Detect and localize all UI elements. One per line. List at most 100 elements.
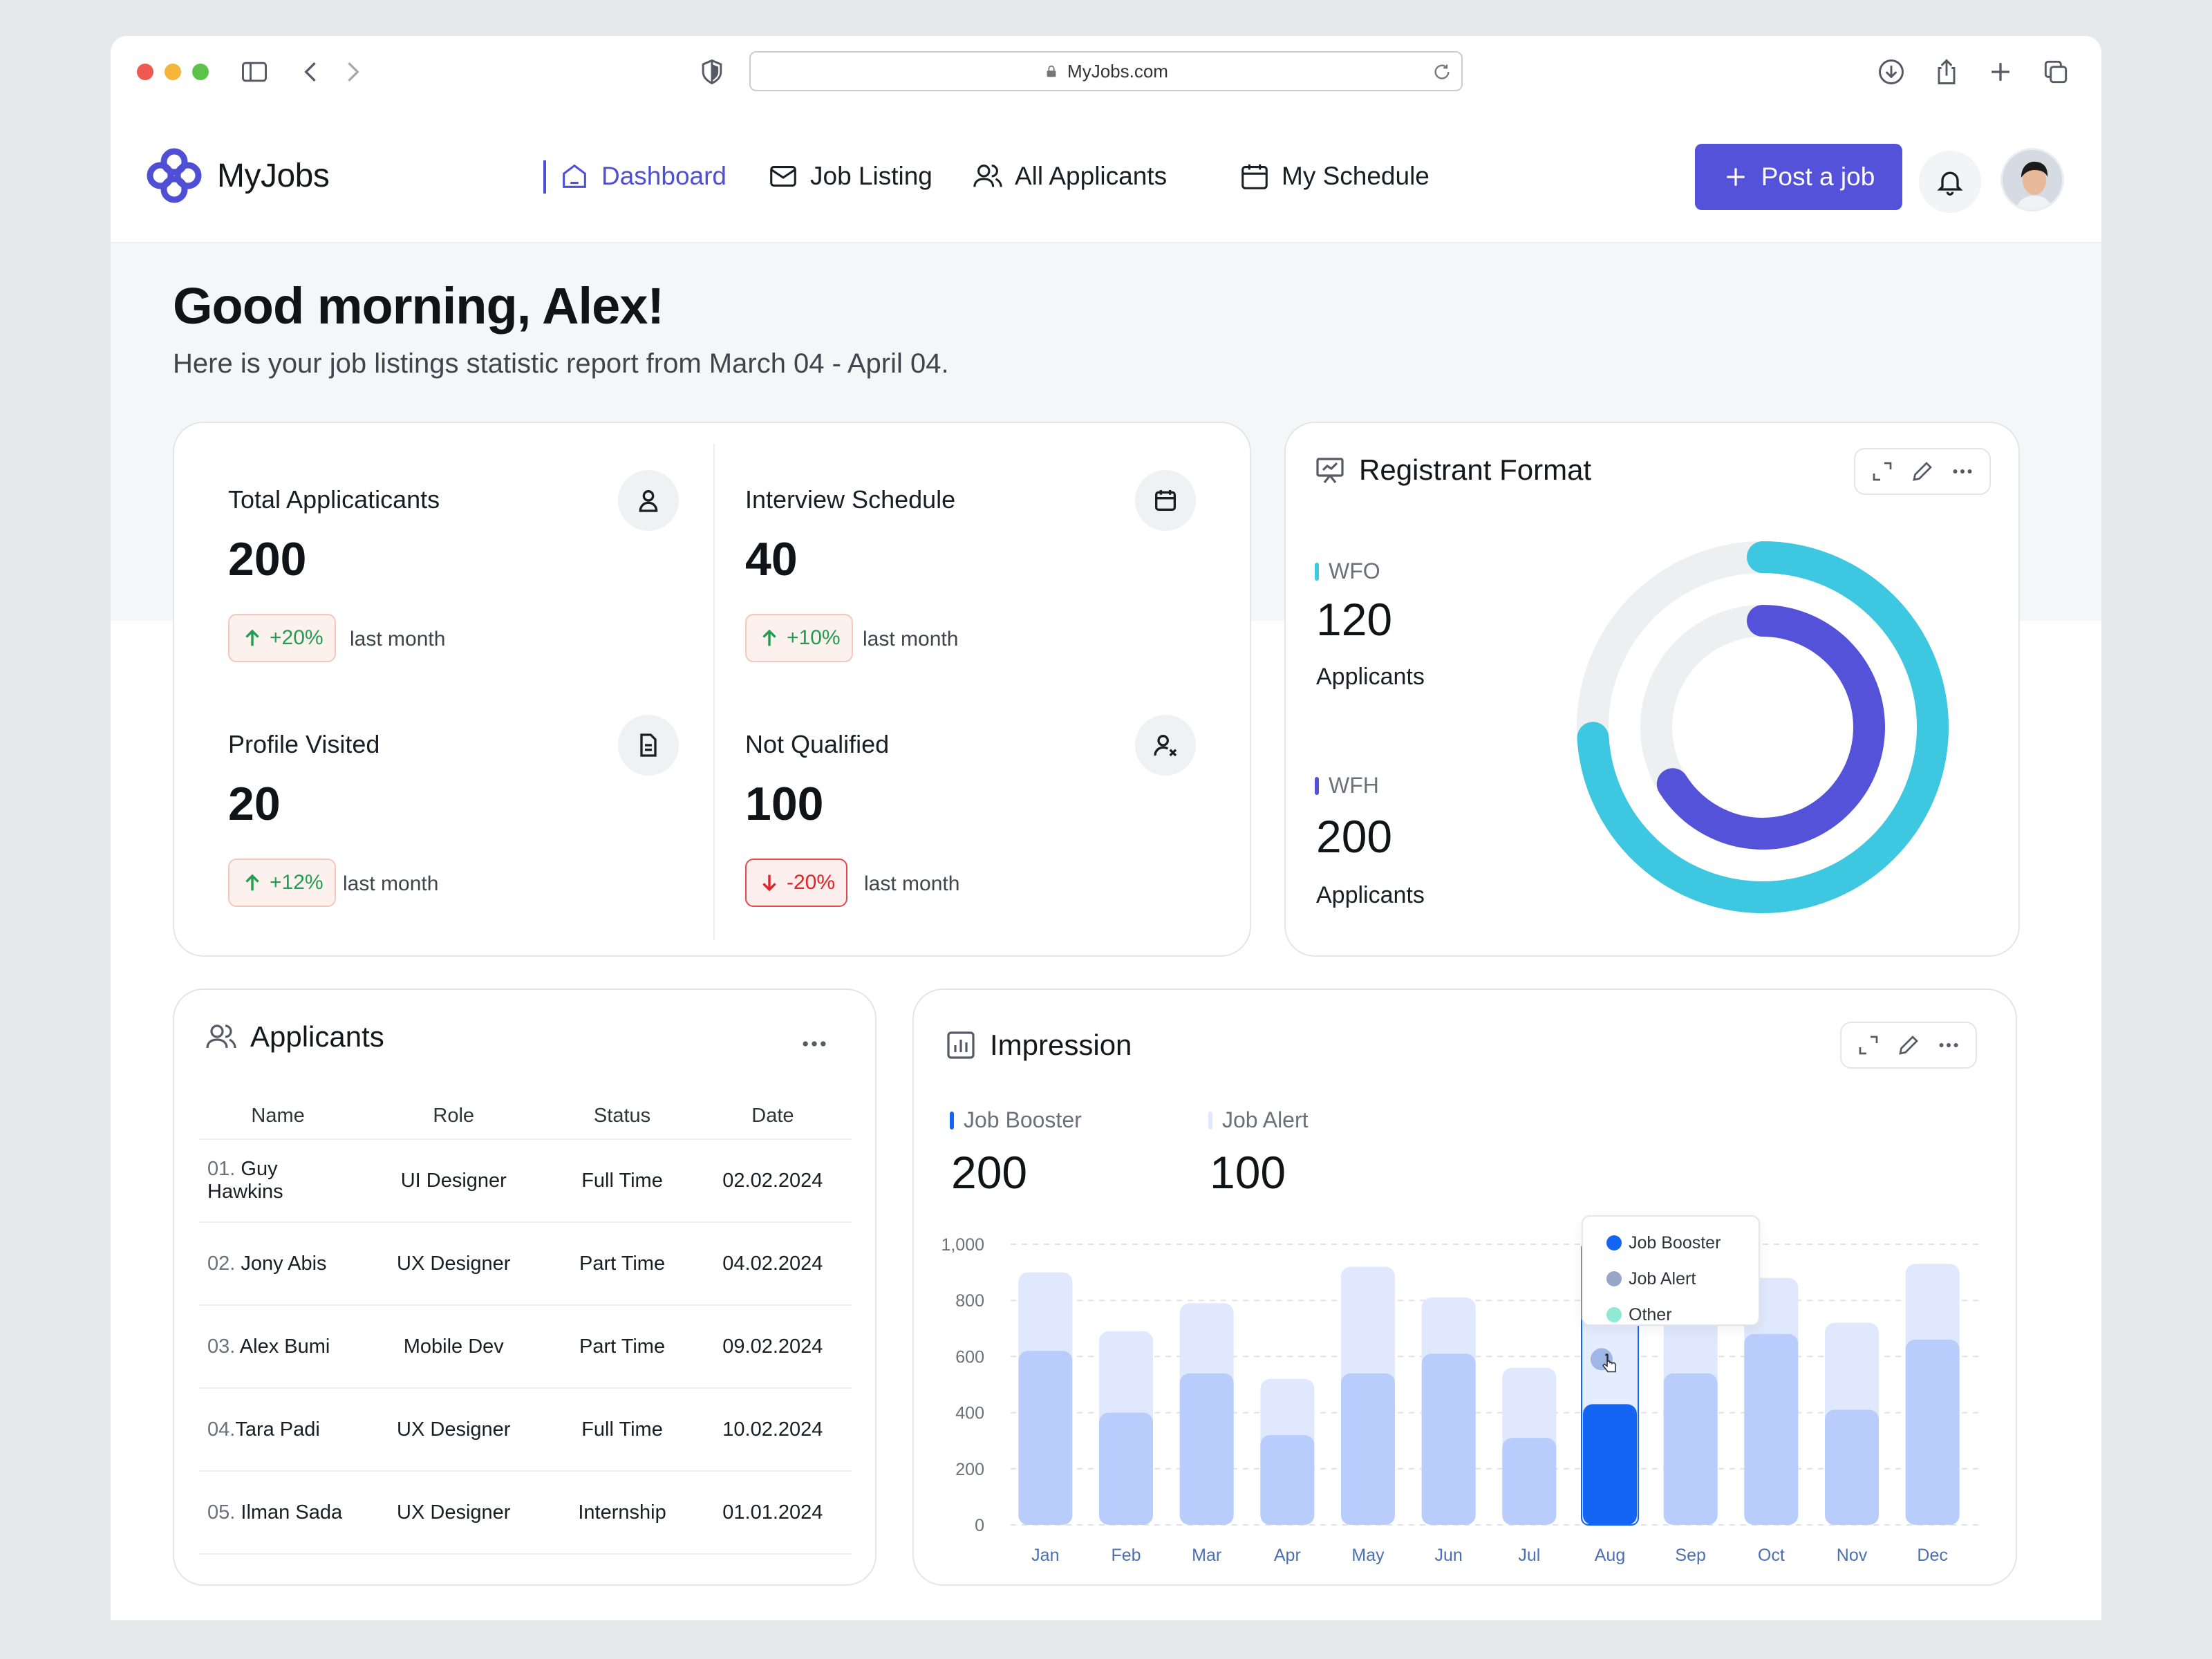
document-icon[interactable] [618, 715, 679, 776]
tooltip-item: Job Alert [1606, 1261, 1759, 1297]
more-icon[interactable] [799, 1029, 830, 1059]
stat-note: last month [343, 872, 439, 895]
bar-job-booster[interactable] [1179, 1373, 1234, 1525]
reload-icon[interactable] [1432, 62, 1452, 82]
stat-change-badge: +12% [228, 859, 336, 907]
bar-job-booster[interactable] [1583, 1404, 1637, 1525]
table-row[interactable]: 05. Ilman Sada UX Designer Internship 01… [199, 1471, 852, 1555]
bar-job-booster[interactable] [1744, 1333, 1799, 1525]
calendar-icon [1241, 164, 1268, 189]
bar-job-booster[interactable] [1099, 1412, 1153, 1525]
bell-icon [1937, 171, 1963, 196]
impression-title: Impression [944, 1029, 1132, 1062]
bar-job-booster[interactable] [1663, 1373, 1718, 1525]
stat-value: 40 [745, 533, 798, 585]
applicant-name-cell: 03. Alex Bumi [199, 1305, 357, 1389]
privacy-shield-icon[interactable] [697, 57, 727, 87]
share-icon[interactable] [1931, 57, 1962, 87]
home-icon [563, 164, 586, 188]
tabs-overview-icon[interactable] [2041, 57, 2071, 87]
nav-job-listing[interactable]: Job Listing [767, 160, 932, 192]
table-row[interactable]: 03. Alex Bumi Mobile Dev Part Time 09.02… [199, 1305, 852, 1389]
applicant-date: 01.01.2024 [693, 1471, 852, 1555]
column-header-role[interactable]: Role [357, 1094, 551, 1140]
page-title: Good morning, Alex! [173, 277, 664, 335]
nav-dashboard[interactable]: Dashboard [543, 160, 727, 194]
stat-note: last month [864, 872, 960, 895]
applicants-card: Applicants Name Role Status Date 01. Guy… [173, 988, 877, 1586]
wfo-unit: Applicants [1316, 664, 1425, 690]
post-job-button[interactable]: Post a job [1695, 144, 1902, 210]
applicant-status: Internship [550, 1471, 694, 1555]
wfo-ring-arc[interactable] [1577, 541, 1949, 913]
bar-job-booster[interactable] [1341, 1373, 1395, 1525]
table-row[interactable]: 01. Guy Hawkins UI Designer Full Time 02… [199, 1139, 852, 1223]
job-booster-label: Job Booster [964, 1107, 1082, 1132]
user-x-icon[interactable] [1135, 715, 1196, 776]
job-alert-label: Job Alert [1222, 1107, 1309, 1132]
user-icon[interactable] [618, 470, 679, 531]
more-icon[interactable] [1936, 1033, 1961, 1058]
registrant-donut-chart [1577, 541, 1949, 913]
calendar-icon[interactable] [1135, 470, 1196, 531]
x-tick-label: Mar [1192, 1546, 1221, 1565]
url-bar[interactable]: MyJobs.com [749, 51, 1463, 91]
sidebar-toggle-icon[interactable] [239, 57, 270, 87]
column-header-status[interactable]: Status [550, 1094, 694, 1140]
notifications-button[interactable] [1919, 151, 1981, 213]
close-window-button[interactable] [137, 64, 153, 80]
column-header-date[interactable]: Date [693, 1094, 852, 1140]
bar-job-booster[interactable] [1260, 1435, 1315, 1525]
bar-job-booster[interactable] [1421, 1353, 1476, 1525]
tooltip-item: Job Booster [1606, 1225, 1759, 1261]
nav-my-schedule[interactable]: My Schedule [1239, 160, 1430, 192]
bar-job-booster[interactable] [1018, 1351, 1073, 1525]
edit-icon[interactable] [1896, 1033, 1921, 1058]
stat-label: Total Applicaticants [228, 485, 440, 514]
forward-icon[interactable] [337, 57, 368, 87]
wfh-legend-mark [1315, 777, 1319, 795]
applicant-role: UX Designer [357, 1222, 551, 1306]
user-avatar[interactable] [2000, 148, 2064, 212]
x-tick-label: Jan [1031, 1546, 1059, 1565]
users-icon [973, 165, 1002, 187]
new-tab-icon[interactable] [1985, 57, 2016, 87]
nav-all-applicants[interactable]: All Applicants [972, 160, 1167, 192]
nav-job-listing-label: Job Listing [810, 162, 932, 190]
edit-icon[interactable] [1910, 459, 1935, 484]
wfh-unit: Applicants [1316, 882, 1425, 908]
bar-job-booster[interactable] [1825, 1409, 1879, 1525]
column-header-name[interactable]: Name [199, 1094, 357, 1140]
applicant-name-cell: 04.Tara Padi [199, 1388, 357, 1472]
applicants-table: Name Role Status Date 01. Guy Hawkins UI… [199, 1094, 852, 1555]
expand-icon[interactable] [1870, 459, 1895, 484]
wfh-ring-arc[interactable] [1640, 605, 1885, 850]
row-number: 05. [207, 1501, 236, 1524]
zoom-window-button[interactable] [192, 64, 209, 80]
applicant-status: Part Time [550, 1222, 694, 1306]
app-logo[interactable]: MyJobs [145, 147, 330, 205]
stat-label: Not Qualified [745, 730, 890, 758]
applicant-name: Jony Abis [241, 1252, 327, 1275]
arrow-up-icon [245, 874, 259, 891]
row-number: 02. [207, 1252, 236, 1275]
back-icon[interactable] [296, 57, 326, 87]
wfo-value: 120 [1316, 594, 1393, 645]
bar-job-booster[interactable] [1502, 1438, 1557, 1525]
pointer-cursor-icon [1602, 1353, 1616, 1373]
card-title-text: Impression [990, 1029, 1132, 1061]
expand-icon[interactable] [1856, 1033, 1881, 1058]
download-icon[interactable] [1876, 57, 1906, 87]
bar-job-booster[interactable] [1905, 1340, 1960, 1525]
table-row[interactable]: 02. Jony Abis UX Designer Part Time 04.0… [199, 1222, 852, 1306]
stat-note: last month [863, 628, 959, 650]
stat-profile-visited: Profile Visited 20 +12% last month [228, 715, 679, 937]
y-tick-label: 800 [955, 1291, 984, 1311]
row-number: 01. [207, 1158, 236, 1180]
table-row[interactable]: 04.Tara Padi UX Designer Full Time 10.02… [199, 1388, 852, 1472]
job-alert-value: 100 [1210, 1147, 1286, 1198]
minimize-window-button[interactable] [165, 64, 181, 80]
row-number: 04. [207, 1418, 236, 1441]
stat-value: 20 [228, 778, 281, 830]
more-icon[interactable] [1950, 459, 1975, 484]
